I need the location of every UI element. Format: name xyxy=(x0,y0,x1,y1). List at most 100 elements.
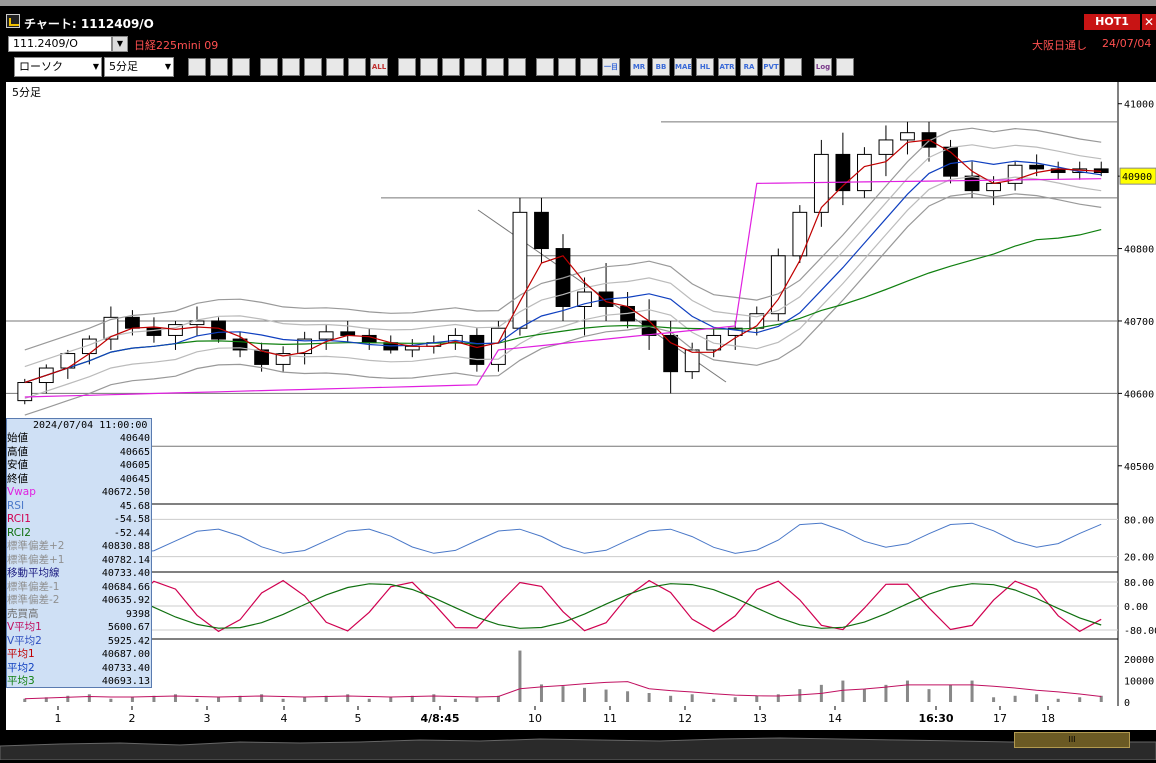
disabled-icon[interactable] xyxy=(304,58,322,76)
mr-icon[interactable]: MR xyxy=(630,58,648,76)
chart-area[interactable]: 5分足4100040900408004070040600405004090080… xyxy=(6,82,1156,709)
info-row: 平均3 40693.13 xyxy=(7,675,153,688)
log-icon[interactable]: Log xyxy=(814,58,832,76)
symbol-input[interactable]: 111.2409/O xyxy=(8,36,112,52)
volume-bar xyxy=(23,698,27,702)
fib-icon[interactable] xyxy=(442,58,460,76)
trend-icon[interactable] xyxy=(326,58,344,76)
info-value: 5600.67 xyxy=(107,622,150,633)
chart-canvas[interactable]: 5分足4100040900408004070040600405004090080… xyxy=(6,82,1156,709)
hl-icon[interactable]: HL xyxy=(696,58,714,76)
line-icon[interactable] xyxy=(420,58,438,76)
all-icon[interactable]: ALL xyxy=(370,58,388,76)
candle-body xyxy=(857,153,872,192)
settings-icon[interactable] xyxy=(536,58,554,76)
candle-body xyxy=(663,334,679,373)
x-tick-label: 2 xyxy=(129,712,136,725)
info-row: 標準偏差-2 40635.92 xyxy=(7,594,153,607)
hot-button[interactable]: HOT1 xyxy=(1084,14,1140,30)
price-tick-label: 40600 xyxy=(1124,389,1154,400)
candle-body xyxy=(232,338,248,351)
chevron-down-icon: ▼ xyxy=(164,62,171,71)
info-label: 平均2 xyxy=(7,661,35,674)
magnifier-icon[interactable] xyxy=(188,58,206,76)
info-value: 9398 xyxy=(125,608,150,620)
info-label: RCI1 xyxy=(7,513,31,525)
window-icon[interactable] xyxy=(784,58,802,76)
volume-bar xyxy=(1056,698,1060,702)
volume-bar xyxy=(561,686,565,702)
x-axis: 1 2 3 4 5 4/8:45 10 11 12 13 14 16:30 17 18 xyxy=(6,706,1156,730)
cross-icon[interactable] xyxy=(348,58,366,76)
note-icon[interactable] xyxy=(486,58,504,76)
volume-bar xyxy=(583,687,587,702)
candle-body xyxy=(684,349,700,373)
atr-icon[interactable]: ATR xyxy=(718,58,736,76)
compare-icon[interactable] xyxy=(282,58,300,76)
info-row: 平均2 40733.40 xyxy=(7,662,153,675)
crosshair-icon[interactable] xyxy=(210,58,228,76)
volume-bar xyxy=(518,650,522,702)
chart-type-select[interactable]: ローソク ▼ xyxy=(14,57,102,77)
candle-body xyxy=(254,349,269,365)
volume-bar xyxy=(87,694,91,702)
scroll-thumb[interactable]: III xyxy=(1014,732,1130,748)
volume-bar xyxy=(626,691,630,702)
bb-icon[interactable]: BB xyxy=(652,58,670,76)
bollinger-upper-1 xyxy=(24,144,1102,368)
chart-app-icon xyxy=(6,14,20,28)
period-select[interactable]: 5分足 ▼ xyxy=(104,57,174,77)
x-axis-canvas: 1 2 3 4 5 4/8:45 10 11 12 13 14 16:30 17 18 xyxy=(55,706,1055,725)
mae-icon[interactable]: MAE xyxy=(674,58,692,76)
volume-bar xyxy=(109,698,113,702)
volume-bar xyxy=(841,680,845,702)
x-tick-label: 13 xyxy=(753,712,767,725)
chevron-down-icon[interactable]: ▼ xyxy=(112,36,128,52)
scroll-overview[interactable]: III xyxy=(0,730,1156,761)
volume-bar xyxy=(324,695,328,702)
indicator-icon[interactable] xyxy=(260,58,278,76)
x-tick-label: 4 xyxy=(281,712,288,725)
info-value: 40693.13 xyxy=(101,676,150,687)
info-value: 5925.42 xyxy=(107,635,150,647)
symbol-bar: 111.2409/O ▼ 日経225mini 09 大阪日通し 24/07/04 xyxy=(0,34,1156,54)
volume-bar xyxy=(44,697,48,702)
pvt-icon[interactable]: PVT xyxy=(762,58,780,76)
moving-average-3 xyxy=(24,229,1102,384)
info-value: -54.58 xyxy=(113,514,150,525)
pen-icon[interactable] xyxy=(398,58,416,76)
info-row: 標準偏差+1 40782.14 xyxy=(7,554,153,567)
rci-tick-label: 80.00 xyxy=(1124,578,1154,589)
candle-body xyxy=(878,139,894,155)
chart-period-label: 5分足 xyxy=(12,86,41,99)
color-icon[interactable] xyxy=(580,58,598,76)
volume-bar xyxy=(949,684,953,702)
info-label: 標準偏差+1 xyxy=(7,553,65,566)
volume-bar xyxy=(152,695,156,702)
price-tick-label: 40800 xyxy=(1124,245,1154,256)
info-value: 40645 xyxy=(119,473,150,485)
trash-icon[interactable] xyxy=(508,58,526,76)
exit-icon[interactable] xyxy=(836,58,854,76)
x-tick-label: 3 xyxy=(204,712,211,725)
info-value: 40665 xyxy=(119,446,150,458)
candle-body xyxy=(964,175,980,192)
info-row: 移動平均線 40733.40 xyxy=(7,567,153,580)
info-value: 40687.00 xyxy=(101,649,150,660)
info-row: V平均1 5600.67 xyxy=(7,621,153,634)
info-label: 始値 xyxy=(7,432,28,444)
x-tick-label: 18 xyxy=(1041,712,1055,725)
volume-bar xyxy=(992,697,996,702)
info-row: 高値 40665 xyxy=(7,446,153,459)
ichi-icon[interactable]: 一目 xyxy=(602,58,620,76)
info-row: 終値 40645 xyxy=(7,473,153,486)
arrow-icon[interactable] xyxy=(464,58,482,76)
rci-tick-label: 0.00 xyxy=(1124,602,1148,613)
close-icon[interactable]: ✕ xyxy=(1142,14,1156,30)
download-icon[interactable] xyxy=(232,58,250,76)
tool-icon[interactable] xyxy=(558,58,576,76)
window-title: チャート: 1112409/O xyxy=(24,17,154,31)
x-tick-label: 11 xyxy=(603,712,617,725)
paracut-icon[interactable]: RA xyxy=(740,58,758,76)
candle-body xyxy=(534,211,549,250)
